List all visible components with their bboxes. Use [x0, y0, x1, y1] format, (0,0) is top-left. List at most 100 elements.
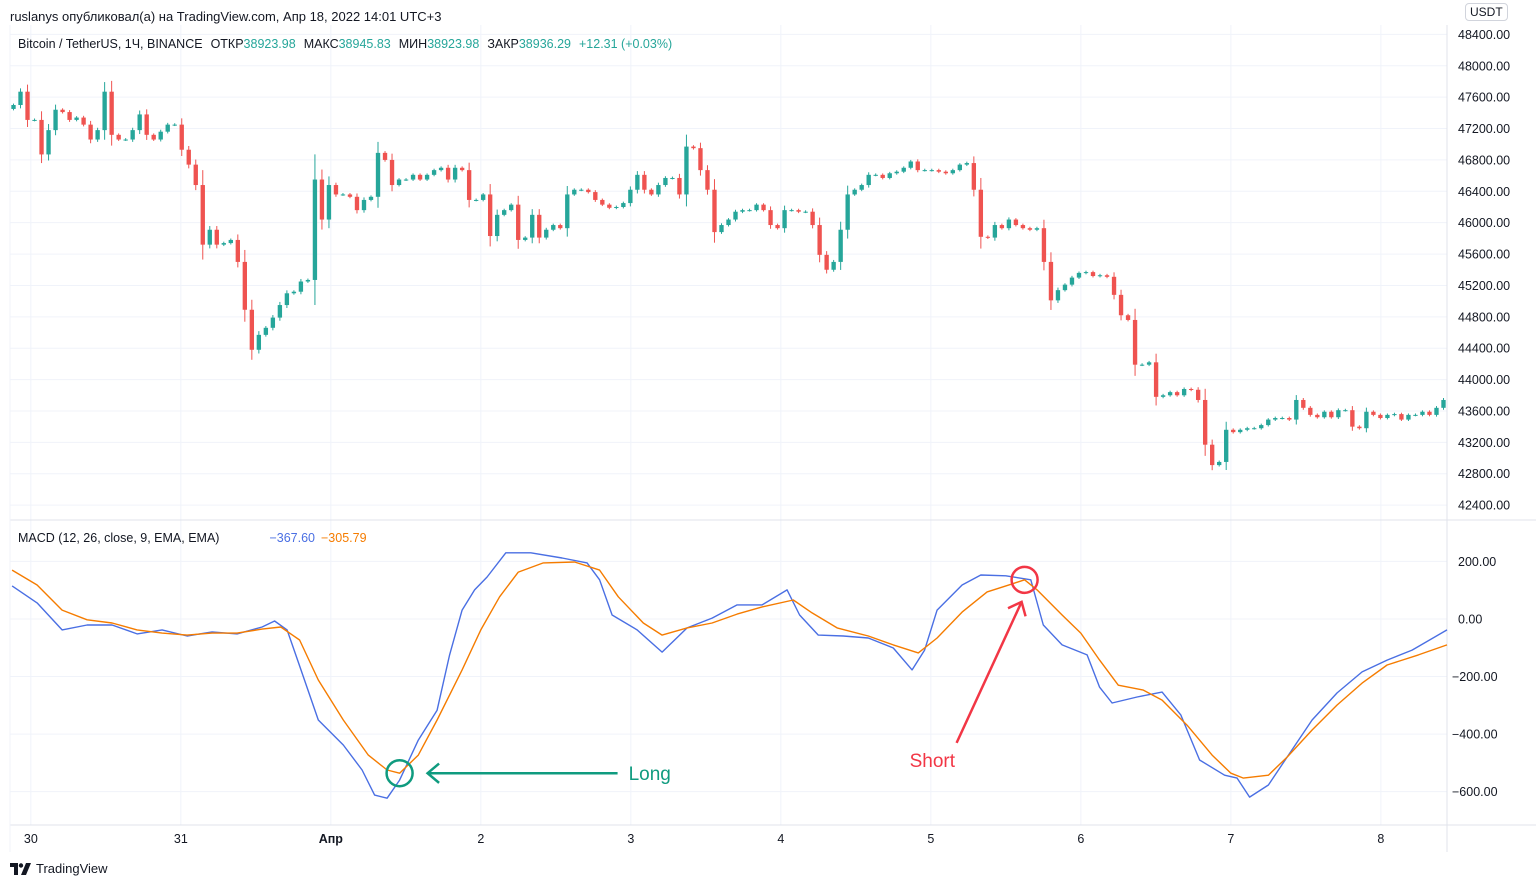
price-axis-label: 43200.00	[1458, 436, 1510, 450]
candle	[1160, 393, 1166, 399]
time-axis-label: 31	[174, 832, 188, 846]
candle	[782, 205, 787, 233]
candle-body	[1434, 407, 1439, 415]
macd-axis-label: −200.00	[1452, 670, 1498, 684]
candle-body	[859, 185, 864, 190]
candle	[502, 208, 507, 217]
candle-body	[1139, 364, 1145, 366]
short-label: Short	[910, 751, 956, 772]
candle	[649, 188, 654, 196]
candle	[95, 127, 100, 142]
candle-body	[368, 196, 374, 200]
candle-body	[768, 210, 773, 226]
candle	[277, 301, 283, 321]
candle	[151, 133, 156, 141]
candle-body	[424, 174, 430, 180]
candle	[1287, 416, 1292, 421]
footer-brand[interactable]: TradingView	[36, 861, 108, 876]
candle-body	[838, 229, 843, 262]
candle-body	[992, 225, 998, 238]
candle-body	[53, 109, 58, 131]
macd-title[interactable]: MACD (12, 26, close, 9, EMA, EMA)	[18, 531, 220, 545]
candle-body	[1195, 389, 1201, 400]
candle-body	[509, 204, 514, 211]
candle	[726, 218, 731, 227]
candle	[845, 185, 850, 239]
candle-body	[137, 114, 142, 131]
candle	[1195, 387, 1201, 403]
candle-body	[782, 210, 787, 229]
candle	[1188, 387, 1194, 392]
candle	[25, 84, 30, 127]
candle	[291, 290, 297, 295]
price-axis-label: 46000.00	[1458, 216, 1510, 230]
candle-body	[628, 189, 633, 204]
candle	[999, 223, 1005, 230]
symbol-name[interactable]: Bitcoin / TetherUS, 1Ч, BINANCE	[18, 37, 203, 51]
currency-badge[interactable]: USDT	[1465, 3, 1508, 21]
candle	[691, 145, 696, 150]
candle	[1076, 271, 1082, 280]
candle-body	[270, 317, 276, 328]
candle-body	[922, 170, 927, 172]
candle	[1069, 275, 1075, 287]
candle	[1020, 223, 1026, 230]
candle	[452, 164, 458, 183]
long-annotation: Long	[385, 758, 671, 788]
candle	[523, 236, 528, 242]
candle-body	[480, 194, 486, 200]
candle-body	[389, 159, 395, 186]
candle-body	[950, 170, 955, 174]
candle-body	[256, 334, 262, 350]
candle-body	[1385, 414, 1390, 419]
candle-body	[537, 214, 542, 238]
candle	[1266, 418, 1271, 427]
candle	[950, 168, 955, 175]
candle	[305, 278, 311, 283]
candle	[1104, 273, 1110, 279]
candle-body	[333, 185, 339, 195]
candle	[270, 315, 276, 331]
candle-body	[382, 152, 388, 160]
candle-body	[719, 225, 724, 233]
candle	[1224, 421, 1229, 470]
time-axis-label: 4	[777, 832, 784, 846]
close-label: ЗАКР	[487, 37, 519, 51]
candle	[130, 127, 135, 142]
candle	[901, 166, 906, 174]
candle-body	[677, 177, 682, 195]
candle	[1153, 353, 1159, 406]
candle-body	[242, 261, 247, 310]
candle-body	[586, 189, 591, 193]
candle-body	[544, 229, 549, 238]
candle-body	[347, 194, 353, 197]
candle	[1420, 410, 1425, 417]
candle	[1322, 410, 1327, 419]
candle	[558, 223, 563, 230]
price-axis-label: 45200.00	[1458, 279, 1510, 293]
candle-body	[445, 167, 451, 180]
candle-body	[754, 204, 759, 211]
candle	[1167, 390, 1173, 397]
candle-body	[887, 173, 892, 178]
candle-body	[396, 179, 402, 186]
candle-body	[761, 204, 766, 211]
candle-body	[1027, 228, 1033, 230]
candle	[628, 186, 633, 207]
candle-body	[824, 254, 829, 270]
candle	[1231, 428, 1236, 434]
candle	[859, 183, 864, 192]
candle-body	[102, 91, 107, 131]
candle	[607, 203, 612, 210]
candle	[817, 217, 822, 263]
candle	[186, 146, 191, 169]
candle-body	[39, 119, 44, 155]
candle	[908, 159, 913, 170]
candle-body	[438, 167, 444, 171]
candle-body	[88, 124, 93, 140]
candle	[1041, 219, 1047, 271]
candle	[116, 133, 121, 141]
candle-body	[1273, 418, 1278, 420]
short-circle	[1010, 565, 1039, 595]
